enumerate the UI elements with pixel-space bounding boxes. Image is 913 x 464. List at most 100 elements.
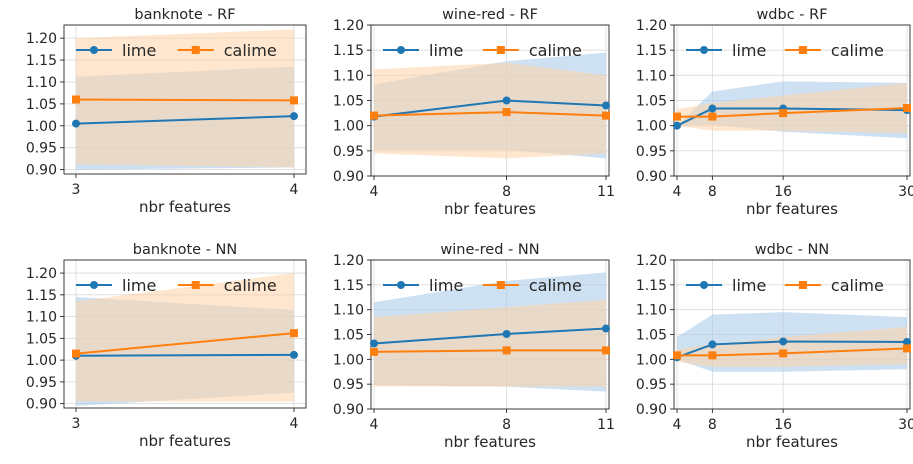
chart-panel-6: 0.90 0.95 1.00 1.05 1.10 1.15 1.20 4 8 16 30 wdbc -… <box>636 242 913 451</box>
point-lime <box>673 121 681 130</box>
x-axis-label: nbr features <box>139 198 231 216</box>
y-tick-label: 1.00 <box>333 119 364 135</box>
y-tick-label: 0.90 <box>636 169 667 185</box>
y-tick-label: 1.10 <box>333 68 364 84</box>
x-tick-label: 8 <box>708 184 717 200</box>
y-tick-label: 1.20 <box>26 31 57 47</box>
legend-marker-lime <box>90 281 98 289</box>
legend: lime calime <box>76 41 277 60</box>
y-tick-label: 1.05 <box>333 94 364 110</box>
plot-frame <box>63 24 307 175</box>
legend-marker-lime <box>397 281 405 289</box>
point-lime <box>502 96 511 105</box>
legend-label-lime: lime <box>122 276 156 295</box>
x-tick-label: 30 <box>898 417 913 433</box>
point-calime <box>370 347 378 356</box>
y-tick-label: 1.05 <box>333 328 364 344</box>
series-line-lime <box>75 115 295 125</box>
x-axis-label: nbr features <box>444 200 536 218</box>
series-line-calime <box>75 98 295 102</box>
x-tick-label: 4 <box>290 416 299 432</box>
point-lime <box>502 330 511 339</box>
point-lime <box>708 340 717 349</box>
chart-title: banknote - RF <box>134 7 235 23</box>
point-lime <box>779 337 788 346</box>
y-tick-label: 1.00 <box>26 353 57 369</box>
x-tick-label: 8 <box>502 184 511 200</box>
series-line-lime <box>75 353 295 357</box>
point-calime <box>502 108 511 117</box>
y-tick-label: 1.20 <box>333 18 364 34</box>
legend-label-lime: lime <box>732 41 766 60</box>
point-calime <box>903 104 911 113</box>
legend-marker-calime <box>496 281 505 289</box>
legend-marker-calime <box>798 281 807 289</box>
band-calime <box>76 273 294 402</box>
band-calime <box>677 327 907 367</box>
x-tick-label: 4 <box>290 182 299 198</box>
legend-label-lime: lime <box>429 41 463 60</box>
chart-title: wine-red - RF <box>442 7 538 23</box>
legend-marker-calime <box>496 46 505 54</box>
point-calime <box>779 349 788 358</box>
y-tick-label: 0.95 <box>26 141 57 157</box>
point-calime <box>903 344 911 353</box>
y-tick-label: 1.00 <box>26 119 57 135</box>
point-lime <box>290 112 298 121</box>
x-tick-label: 4 <box>370 417 379 433</box>
chart-panel-3: 0.90 0.95 1.00 1.05 1.10 1.15 1.20 4 8 16 30 wdbc -… <box>636 7 913 218</box>
point-calime <box>290 329 298 338</box>
y-tick-label: 1.00 <box>636 352 667 368</box>
point-lime <box>903 337 911 346</box>
x-tick-label: 30 <box>898 184 913 200</box>
y-tick-label: 1.05 <box>26 97 57 113</box>
chart-title: banknote - NN <box>133 242 238 258</box>
y-tick-label: 1.10 <box>26 310 57 326</box>
y-tick-label: 1.10 <box>636 68 667 84</box>
point-lime <box>370 339 378 348</box>
y-tick-label: 0.95 <box>636 377 667 393</box>
y-tick-label: 1.15 <box>636 43 667 59</box>
y-tick-label: 0.95 <box>333 377 364 393</box>
y-tick-label: 1.05 <box>26 331 57 347</box>
plot-frame <box>63 259 307 409</box>
y-tick-label: 1.10 <box>636 303 667 319</box>
legend: lime calime <box>383 41 582 60</box>
x-tick-label: 3 <box>72 416 81 432</box>
band-calime <box>374 62 606 159</box>
chart-panel-4: 0.90 0.95 1.00 1.05 1.10 1.15 1.20 3 4 banknote -… <box>26 242 307 450</box>
point-lime <box>602 324 610 333</box>
x-axis-label: nbr features <box>746 200 838 218</box>
x-axis-label: nbr features <box>139 432 231 450</box>
point-calime <box>673 112 681 121</box>
legend-marker-lime <box>700 281 708 289</box>
legend-label-calime: calime <box>529 276 582 295</box>
y-tick-label: 0.95 <box>26 375 57 391</box>
chart-title: wdbc - NN <box>755 242 829 258</box>
point-lime <box>72 119 80 128</box>
x-tick-label: 4 <box>370 184 379 200</box>
chart-title: wdbc - RF <box>756 7 827 23</box>
y-tick-label: 0.90 <box>26 163 57 179</box>
legend-label-calime: calime <box>224 276 277 295</box>
x-tick-label: 11 <box>597 417 615 433</box>
legend-marker-lime <box>397 46 405 54</box>
x-tick-label: 16 <box>774 184 792 200</box>
legend-label-calime: calime <box>529 41 582 60</box>
legend: lime calime <box>686 276 884 295</box>
y-tick-label: 1.05 <box>636 328 667 344</box>
point-lime <box>602 101 610 110</box>
point-calime <box>708 351 717 360</box>
y-tick-label: 1.20 <box>26 266 57 282</box>
x-tick-label: 3 <box>72 182 81 198</box>
y-tick-label: 1.00 <box>636 119 667 135</box>
y-tick-label: 1.20 <box>333 253 364 269</box>
point-lime <box>290 350 298 359</box>
legend-marker-calime <box>191 46 200 54</box>
chart-panel-1: 0.90 0.95 1.00 1.05 1.10 1.15 1.20 3 4 banknote -… <box>26 7 307 216</box>
x-axis-label: nbr features <box>444 433 536 451</box>
x-axis-label: nbr features <box>746 433 838 451</box>
point-calime <box>708 112 717 121</box>
legend: lime calime <box>383 276 582 295</box>
series-line-calime <box>75 332 295 355</box>
